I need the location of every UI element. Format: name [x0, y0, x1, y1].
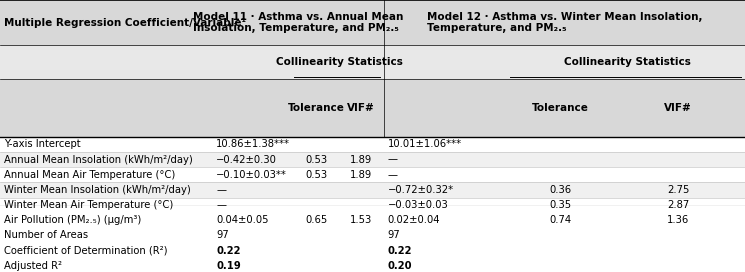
Text: —: —	[216, 185, 226, 195]
Text: Air Pollution (PM₂.₅) (μg/m³): Air Pollution (PM₂.₅) (μg/m³)	[4, 215, 141, 225]
Text: 0.02±0.04: 0.02±0.04	[387, 215, 440, 225]
Text: 97: 97	[216, 230, 229, 240]
Text: 0.19: 0.19	[216, 261, 241, 271]
Text: —: —	[387, 170, 397, 180]
Text: 10.86±1.38***: 10.86±1.38***	[216, 139, 290, 149]
Text: Winter Mean Insolation (kWh/m²/day): Winter Mean Insolation (kWh/m²/day)	[4, 185, 191, 195]
Text: 0.53: 0.53	[305, 170, 328, 180]
Text: Adjusted R²: Adjusted R²	[4, 261, 62, 271]
Text: Y-axis Intercept: Y-axis Intercept	[4, 139, 80, 149]
Text: −0.10±0.03**: −0.10±0.03**	[216, 170, 287, 180]
Text: Collinearity Statistics: Collinearity Statistics	[564, 57, 691, 67]
Text: 0.53: 0.53	[305, 154, 328, 165]
Text: 0.22: 0.22	[216, 246, 241, 256]
Text: Coefficient of Determination (R²): Coefficient of Determination (R²)	[4, 246, 167, 256]
Text: Collinearity Statistics: Collinearity Statistics	[276, 57, 402, 67]
Text: Tolerance: Tolerance	[288, 103, 345, 113]
Text: 0.74: 0.74	[550, 215, 571, 225]
Text: 0.22: 0.22	[387, 246, 412, 256]
Text: —: —	[387, 154, 397, 165]
Text: 0.04±0.05: 0.04±0.05	[216, 215, 268, 225]
Text: 0.35: 0.35	[550, 200, 571, 210]
Text: Model 12 · Asthma vs. Winter Mean Insolation,
Temperature, and PM₂.₅: Model 12 · Asthma vs. Winter Mean Insola…	[427, 12, 702, 33]
Text: —: —	[216, 200, 226, 210]
Text: −0.42±0.30: −0.42±0.30	[216, 154, 277, 165]
Text: 2.75: 2.75	[667, 185, 689, 195]
Text: 2.87: 2.87	[667, 200, 689, 210]
Text: −0.72±0.32*: −0.72±0.32*	[387, 185, 454, 195]
Text: Tolerance: Tolerance	[532, 103, 589, 113]
Text: VIF#: VIF#	[664, 103, 692, 113]
Text: Multiple Regression Coefficient/Variable¹: Multiple Regression Coefficient/Variable…	[4, 18, 246, 28]
Text: 1.89: 1.89	[350, 154, 372, 165]
Text: 1.36: 1.36	[667, 215, 689, 225]
Text: 97: 97	[387, 230, 400, 240]
Text: 10.01±1.06***: 10.01±1.06***	[387, 139, 461, 149]
Text: 1.89: 1.89	[350, 170, 372, 180]
Text: 0.20: 0.20	[387, 261, 412, 271]
Text: 0.65: 0.65	[305, 215, 328, 225]
Text: Annual Mean Insolation (kWh/m²/day): Annual Mean Insolation (kWh/m²/day)	[4, 154, 192, 165]
Text: Winter Mean Air Temperature (°C): Winter Mean Air Temperature (°C)	[4, 200, 173, 210]
Text: Number of Areas: Number of Areas	[4, 230, 88, 240]
Text: 0.36: 0.36	[550, 185, 571, 195]
Text: Model 11 · Asthma vs. Annual Mean
Insolation, Temperature, and PM₂.₅: Model 11 · Asthma vs. Annual Mean Insola…	[193, 12, 403, 33]
Text: Annual Mean Air Temperature (°C): Annual Mean Air Temperature (°C)	[4, 170, 175, 180]
Text: −0.03±0.03: −0.03±0.03	[387, 200, 448, 210]
Text: 1.53: 1.53	[350, 215, 372, 225]
Text: VIF#: VIF#	[347, 103, 375, 113]
